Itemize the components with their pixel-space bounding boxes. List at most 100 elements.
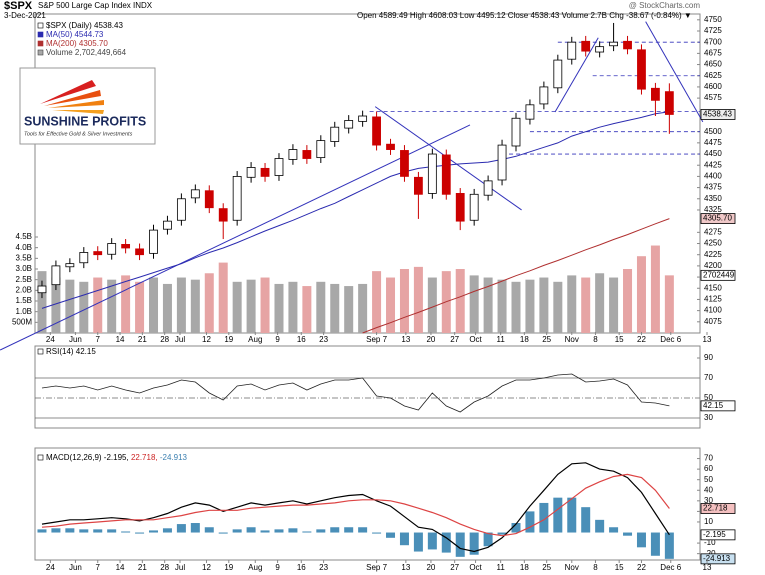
y-tick-label: 4500 — [704, 127, 722, 136]
volume-bar — [176, 277, 186, 333]
histogram-bar — [399, 532, 409, 546]
logo-ray — [52, 110, 104, 114]
histogram-bar — [302, 531, 312, 533]
candle-body — [135, 248, 144, 256]
y-tick-label: 3.5B — [16, 253, 32, 262]
histogram-bar — [316, 529, 326, 533]
logo-title: SUNSHINE PROFITS — [24, 114, 146, 128]
y-tick-label: 4200 — [704, 261, 722, 270]
histogram-bar — [372, 532, 382, 534]
candle-body — [107, 243, 117, 255]
x-tick-label: Jul — [175, 563, 185, 572]
trend-line — [0, 124, 471, 351]
candle-body — [455, 193, 465, 222]
histogram-bar — [204, 527, 214, 533]
ma-tag-box — [700, 213, 736, 224]
y-tick-label: 1.0B — [16, 307, 32, 316]
histogram-bar — [162, 528, 172, 533]
x-tick-label: Nov — [565, 335, 579, 344]
volume-bar — [246, 279, 256, 333]
x-tick-label: 12 — [202, 563, 211, 572]
histogram-bar — [232, 529, 242, 533]
candle-body — [37, 285, 47, 294]
histogram-bar — [623, 532, 633, 536]
candle-body — [358, 115, 368, 122]
histogram-bar — [176, 524, 186, 533]
logo-ray — [40, 80, 96, 104]
candle-body — [441, 154, 451, 195]
volume-bar — [650, 245, 660, 333]
x-tick-label: 15 — [615, 563, 624, 572]
volume-bar — [51, 277, 61, 333]
candle-body — [232, 176, 242, 221]
candle-body — [260, 167, 270, 177]
candle-body — [595, 46, 605, 53]
quote: Open 4589.49 High 4608.03 Low 4495.12 Cl… — [357, 11, 692, 20]
legend-label: $SPX (Daily) 4538.43 — [46, 21, 123, 30]
volume-bar — [204, 273, 214, 333]
x-tick-label: 13 — [401, 563, 410, 572]
histogram-bar — [79, 529, 89, 533]
ma-tag: 4305.70 — [703, 214, 732, 223]
volume-bar — [609, 277, 619, 333]
candle-body — [344, 120, 354, 129]
candle-body — [204, 190, 214, 209]
candle-body — [372, 116, 381, 146]
volume-bar — [469, 275, 479, 333]
volume-bar — [330, 283, 340, 333]
histogram-bar — [51, 528, 61, 533]
subtitle: S&P 500 Large Cap Index INDX — [38, 1, 153, 10]
y-tick-label: 4225 — [704, 250, 722, 259]
candle-body — [274, 158, 284, 176]
candle-body — [330, 126, 340, 142]
y-tick-label: 4275 — [704, 227, 722, 236]
x-tick-label: Aug — [248, 563, 262, 572]
y-tick-label: 4150 — [704, 283, 722, 292]
x-tick-label: 23 — [319, 563, 328, 572]
candle-body — [163, 220, 172, 230]
x-tick-label: 18 — [520, 563, 529, 572]
candle-body — [469, 193, 479, 221]
histogram-bar — [539, 502, 549, 533]
x-tick-label: 18 — [520, 335, 529, 344]
histogram-bar — [135, 532, 145, 534]
legend-label: Volume 2,702,449,664 — [46, 48, 127, 57]
x-tick-label: 12 — [202, 335, 211, 344]
volume-bar — [427, 277, 437, 333]
histogram-bar — [121, 531, 131, 533]
volume-bar — [65, 279, 75, 333]
trend-line — [554, 37, 599, 113]
volume-bar — [316, 281, 326, 333]
volume-bar — [483, 277, 493, 333]
candle-body — [637, 49, 646, 90]
y-tick-label: 4675 — [704, 48, 722, 57]
histogram-tag: -24.913 — [703, 554, 731, 563]
y-tick-label: -20 — [704, 549, 716, 558]
x-tick-label: 27 — [450, 335, 459, 344]
histogram-bar — [483, 532, 493, 547]
x-tick-label: 9 — [275, 563, 280, 572]
y-tick-label: 500M — [12, 317, 32, 326]
histogram-bar — [636, 532, 646, 548]
candle-body — [553, 59, 563, 89]
symbol: $SPX — [4, 0, 33, 12]
y-tick-label: 4.5B — [16, 232, 32, 241]
price-tag: 4538.43 — [703, 110, 732, 119]
candle-body — [218, 208, 228, 222]
macd-label-part: 22.718, — [131, 453, 158, 462]
y-tick-label: 30 — [704, 413, 713, 422]
x-tick-label: 25 — [542, 563, 551, 572]
x-tick-label: Aug — [248, 335, 262, 344]
macd-label: MACD(12,26,9) -2.195, 22.718, -24.913 — [46, 453, 188, 462]
x-tick-label: 28 — [160, 563, 169, 572]
x-tick-label: Oct — [469, 563, 482, 572]
candle-body — [386, 143, 395, 150]
y-tick-label: 4750 — [704, 15, 722, 24]
volume-bar — [274, 283, 284, 333]
y-tick-label: 4475 — [704, 138, 722, 147]
rsi-panel — [34, 345, 701, 429]
histogram-bar — [260, 530, 270, 533]
volume-bar — [539, 277, 549, 333]
candle-body — [525, 104, 535, 120]
candle-body — [79, 252, 89, 264]
